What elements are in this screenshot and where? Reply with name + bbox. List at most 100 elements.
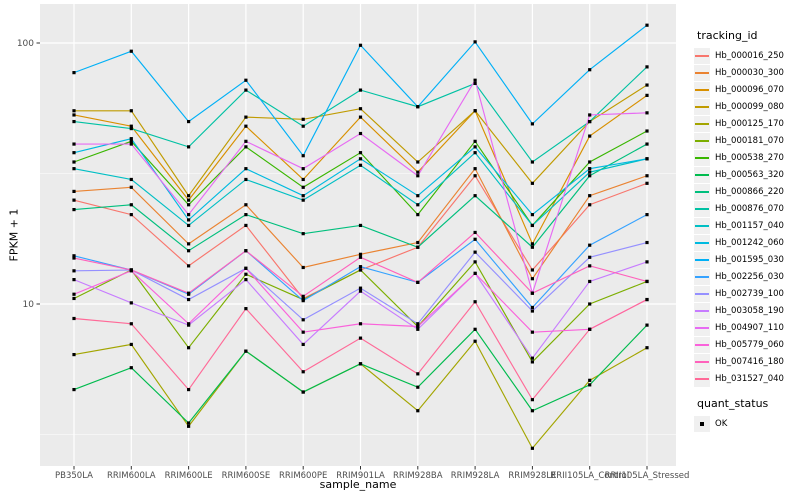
data-point	[129, 109, 133, 113]
data-point	[416, 194, 420, 198]
data-point	[530, 309, 534, 313]
legend-item-Hb_000876_070: Hb_000876_070	[694, 200, 800, 217]
data-point	[358, 289, 363, 293]
legend-key	[694, 302, 710, 319]
data-point	[301, 198, 305, 202]
data-point	[416, 280, 420, 284]
data-point	[473, 339, 477, 343]
data-point	[301, 167, 305, 171]
data-point	[416, 372, 420, 376]
data-point	[416, 203, 420, 207]
data-point	[473, 230, 477, 235]
data-point	[358, 88, 363, 92]
data-point	[645, 240, 649, 245]
data-point	[129, 301, 133, 305]
data-point	[301, 117, 305, 121]
data-point	[645, 65, 649, 69]
data-point	[187, 119, 191, 124]
x-tick-label: PB350LA	[55, 471, 93, 481]
legend-item-Hb_001595_030: Hb_001595_030	[694, 251, 800, 268]
data-point	[244, 272, 248, 276]
series-color-line-icon	[695, 326, 709, 329]
data-point	[645, 174, 649, 178]
legend-item-label: Hb_000876_070	[715, 203, 784, 214]
legend-quant-status: quant_status OK	[694, 397, 800, 432]
data-point	[129, 342, 133, 347]
data-point	[473, 260, 477, 264]
data-point	[530, 223, 534, 228]
data-point	[358, 252, 363, 256]
y-axis-title: FPKM + 1	[7, 208, 21, 262]
series-color-line-icon	[695, 88, 709, 91]
data-point	[473, 174, 477, 178]
legend-item-label: Hb_002256_030	[715, 271, 784, 282]
legend-item-Hb_002739_100: Hb_002739_100	[694, 285, 800, 302]
data-point	[416, 160, 420, 164]
legend-item-label: Hb_000866_220	[715, 186, 784, 197]
data-point	[72, 316, 76, 321]
data-point	[358, 223, 363, 228]
data-point	[301, 370, 305, 374]
legend-item-Hb_000099_080: Hb_000099_080	[694, 98, 800, 115]
legend-item-Hb_000563_320: Hb_000563_320	[694, 166, 800, 183]
series-color-line-icon	[695, 241, 709, 244]
data-point	[588, 264, 592, 268]
data-point	[244, 124, 248, 128]
data-point	[72, 189, 76, 194]
data-point	[358, 268, 363, 272]
y-tick-label: 100	[17, 39, 34, 49]
data-point	[187, 291, 191, 295]
data-point	[129, 213, 133, 217]
legend-item-Hb_002256_030: Hb_002256_030	[694, 268, 800, 285]
legend-item-Hb_004907_110: Hb_004907_110	[694, 319, 800, 336]
legend-item-Hb_003058_190: Hb_003058_190	[694, 302, 800, 319]
data-point	[416, 324, 420, 329]
series-color-line-icon	[695, 139, 709, 142]
data-point	[72, 142, 76, 146]
data-point	[530, 268, 534, 272]
data-point	[473, 194, 477, 198]
legend-key	[694, 64, 710, 81]
legend-key	[694, 370, 710, 387]
data-point	[244, 177, 248, 182]
data-point	[244, 139, 248, 143]
data-point	[129, 268, 133, 272]
data-point	[530, 409, 534, 413]
legend-item-Hb_000538_270: Hb_000538_270	[694, 149, 800, 166]
data-point	[301, 232, 305, 236]
data-point	[187, 145, 191, 149]
legend-key	[694, 200, 710, 217]
data-point	[588, 170, 592, 174]
data-point	[187, 424, 191, 428]
data-point	[244, 349, 248, 353]
legend-key	[694, 183, 710, 200]
data-point	[530, 305, 534, 310]
series-color-line-icon	[695, 207, 709, 210]
data-point	[530, 242, 534, 246]
legend-item-label: Hb_031527_040	[715, 373, 784, 384]
legend-item-label: Hb_000096_070	[715, 84, 784, 95]
data-point	[416, 327, 420, 331]
x-tick-label: RRIM600SE	[222, 471, 271, 481]
x-tick-label: RRIM928BA	[393, 471, 443, 481]
data-point	[645, 129, 649, 133]
data-point	[416, 245, 420, 249]
data-point	[530, 356, 534, 360]
data-point	[645, 279, 649, 284]
data-point	[588, 383, 592, 387]
legend-key	[694, 98, 710, 115]
data-point	[588, 203, 592, 207]
data-point	[645, 181, 649, 185]
legend-key	[694, 115, 710, 132]
legend-key	[694, 166, 710, 183]
y-tick-label: 10	[23, 300, 35, 310]
data-point	[473, 250, 477, 254]
data-point	[416, 409, 420, 413]
legend-key	[694, 217, 710, 234]
data-point	[187, 218, 191, 222]
legend-item-label: Hb_000563_320	[715, 169, 784, 180]
series-color-line-icon	[695, 54, 709, 57]
data-point	[530, 360, 534, 364]
legend-key	[694, 319, 710, 336]
